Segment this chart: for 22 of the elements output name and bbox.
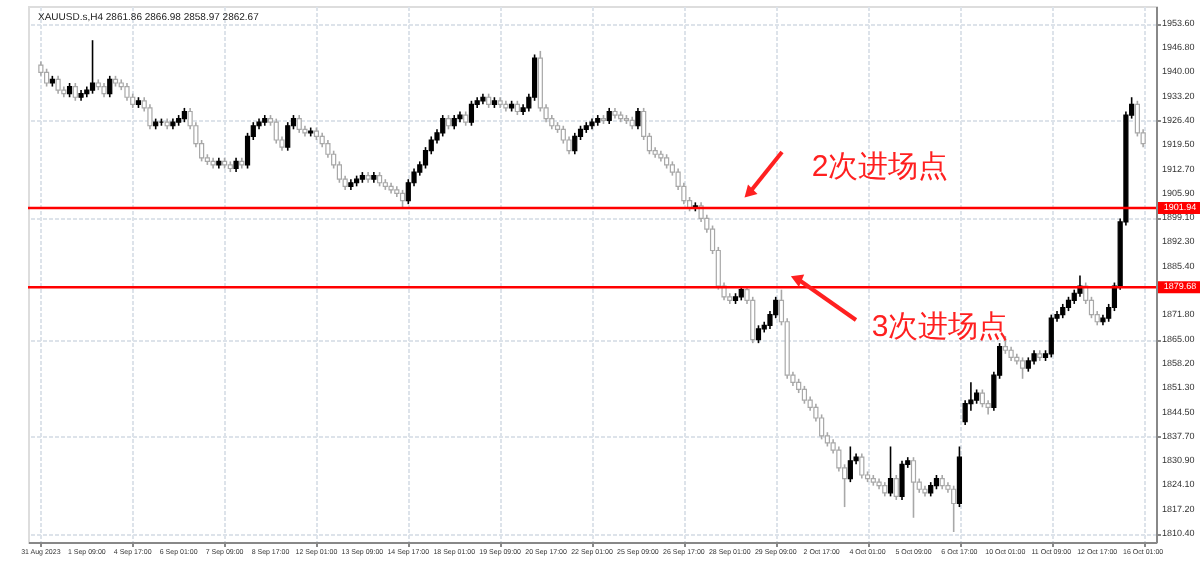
candlestick (107, 75, 113, 99)
candlestick (273, 117, 279, 145)
annotation: 2次进场点 (811, 150, 949, 184)
candlestick (910, 456, 917, 519)
candlestick (1048, 313, 1054, 359)
candlestick (440, 114, 446, 138)
candlestick (1019, 356, 1026, 380)
candlestick (847, 445, 853, 483)
candlestick (147, 103, 153, 131)
candlestick (89, 39, 96, 95)
candlestick (887, 445, 894, 498)
candlestick (951, 484, 957, 533)
candlestick (572, 132, 578, 156)
candlestick (468, 100, 475, 127)
candlestick (750, 296, 756, 344)
candlestick (956, 445, 963, 508)
candlestick (285, 121, 291, 152)
candlestick (859, 452, 865, 480)
candlestick (899, 459, 905, 501)
annotation: 3次进场点 (871, 310, 1009, 344)
candlestick (635, 107, 641, 131)
candlestick (893, 474, 899, 501)
